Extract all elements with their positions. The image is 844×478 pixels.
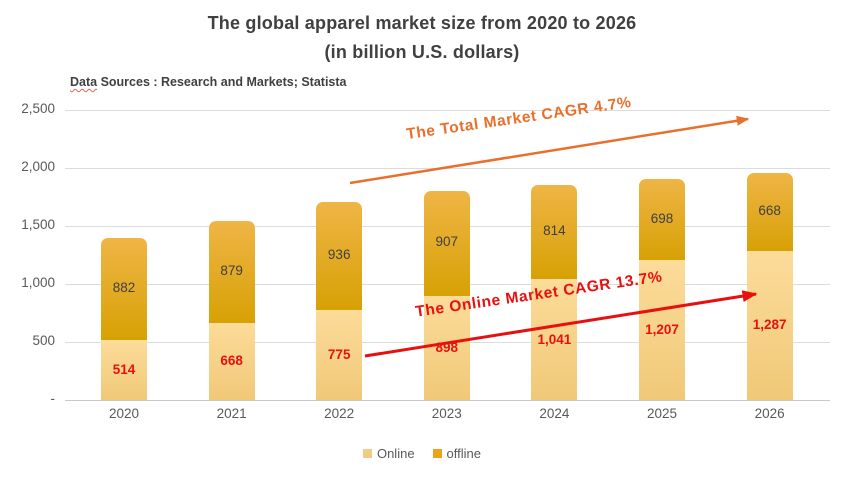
bar-offline-segment [746,173,793,251]
legend-item-offline: offline [432,446,482,461]
bar-offline-segment [639,179,685,260]
offline-value-label: 936 [327,246,351,262]
offline-value-label: 698 [650,210,674,226]
legend-label-offline: offline [446,446,482,461]
offline-value-label: 814 [543,223,566,239]
online-swatch-icon [362,449,372,458]
bar-offline-segment [208,220,255,323]
bar-offline-segment [423,190,470,296]
offline-value-label: 668 [758,202,781,218]
y-axis-label: 1,500 [21,217,55,232]
legend-label-online: Online [376,446,415,461]
y-axis-label: 2,000 [21,159,55,174]
online-value-label: 775 [327,347,351,363]
online-value-label: 668 [220,353,243,369]
gridline [65,109,830,111]
y-axis-label: 500 [32,333,55,348]
x-axis-label: 2020 [108,406,140,421]
legend: Online offline [0,446,844,461]
bar-online-segment [101,340,147,400]
x-axis-label: 2026 [754,406,785,421]
x-axis-label: 2022 [324,406,355,421]
x-axis-label: 2023 [431,406,462,421]
online-value-label: 514 [112,362,136,378]
chart-subtitle: (in billion U.S. dollars) [324,42,520,62]
bar-offline-segment [531,184,578,280]
offline-value-label: 907 [435,234,459,250]
x-axis-label: 2024 [539,406,570,421]
offline-value-label: 882 [112,280,136,296]
y-axis-label: 2,500 [21,101,55,116]
data-source-note: Data Sources : Research and Markets; Sta… [70,75,347,89]
x-axis-label: 2025 [646,406,678,421]
chart-title: The global apparel market size from 2020… [207,13,637,33]
y-axis-label: - [50,391,56,406]
y-axis-label: 1,000 [21,275,55,290]
bar-offline-segment [101,238,147,341]
online-value-label: 1,041 [537,331,572,347]
x-axis-label: 2021 [216,406,247,421]
online-value-label: 1,287 [752,317,787,333]
online-value-label: 1,207 [645,321,679,337]
data-source-rest: Sources : Research and Markets; Statista [97,75,347,89]
bar-online-segment [316,310,363,400]
offline-value-label: 879 [220,262,243,278]
legend-item-online: Online [362,446,415,461]
offline-swatch-icon [432,449,442,458]
x-axis-line [65,399,830,401]
bar-offline-segment [316,201,363,311]
bar-online-segment [208,322,255,400]
online-value-label: 898 [435,339,459,355]
gridline [65,167,830,169]
data-source-word: Data [70,75,98,89]
